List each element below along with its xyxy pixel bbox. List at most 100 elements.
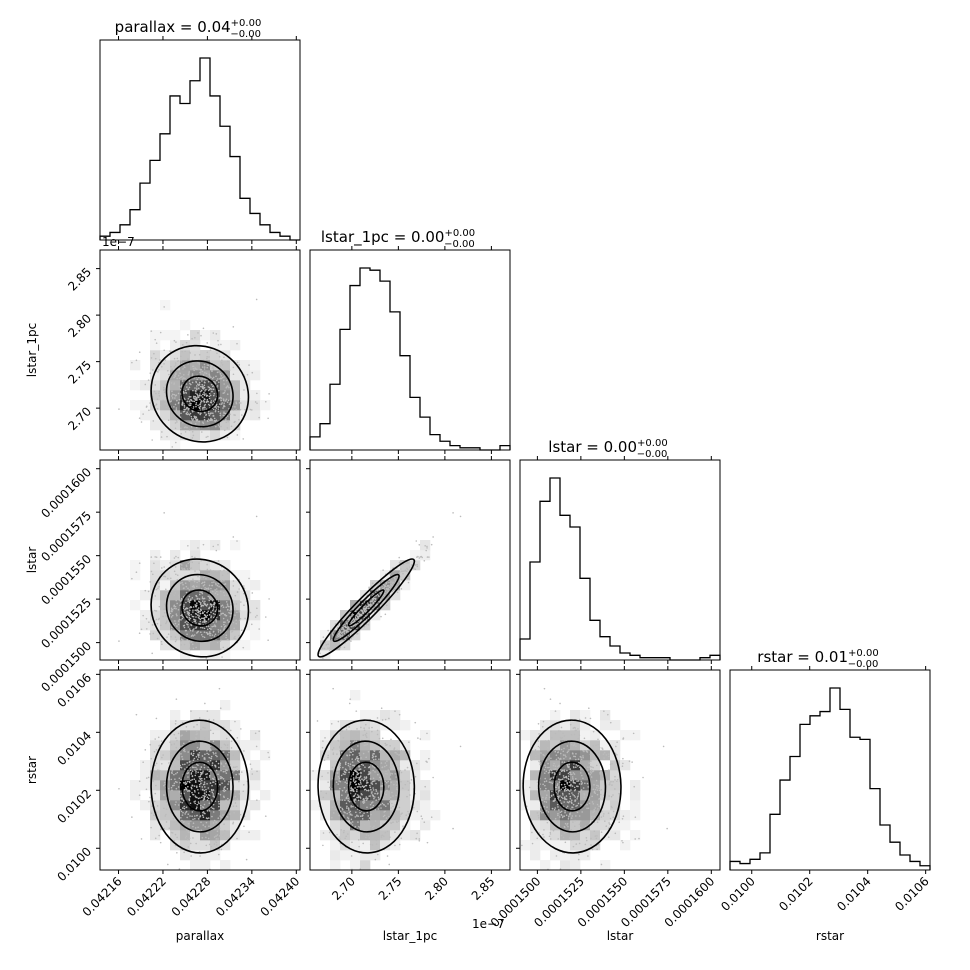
sample-point (364, 733, 367, 736)
sample-point (185, 810, 188, 813)
panel-lstar-vs-parallax (96, 456, 301, 664)
sample-point (612, 780, 614, 783)
sample-point (202, 543, 205, 546)
sample-point (337, 740, 340, 742)
sample-point (590, 837, 592, 840)
sample-point (352, 764, 354, 767)
sample-point (213, 836, 216, 838)
density-cell (240, 370, 251, 381)
sample-point (183, 851, 185, 854)
sample-point (209, 365, 212, 367)
sample-point (223, 429, 226, 432)
sample-point (538, 832, 541, 834)
sample-point (396, 780, 398, 783)
sample-point (232, 326, 235, 328)
sample-point (352, 780, 355, 782)
sample-point (171, 397, 174, 399)
y-tick-label: 2.80 (65, 311, 94, 340)
sample-point (199, 631, 202, 633)
sample-point (554, 817, 557, 820)
sample-point (347, 816, 349, 819)
sample-point (580, 803, 582, 806)
sample-point (544, 766, 547, 769)
sample-point (335, 799, 338, 801)
sample-point (194, 423, 197, 425)
sample-point (203, 368, 206, 370)
density-cell (420, 550, 431, 561)
sample-point (608, 783, 611, 786)
density-cell (150, 730, 161, 741)
density-cell (370, 740, 381, 751)
density-cell (580, 830, 591, 841)
sample-point (372, 597, 375, 600)
density-cell (390, 750, 401, 761)
sample-point (372, 804, 375, 807)
density-cell (420, 760, 431, 771)
sample-point (205, 631, 208, 634)
sample-point (223, 823, 225, 826)
sample-point (193, 726, 195, 728)
sample-point (179, 376, 182, 379)
density-cell (360, 760, 371, 771)
sample-point (213, 624, 216, 626)
sample-point (189, 567, 191, 570)
sample-point (170, 366, 172, 368)
sample-point (201, 786, 204, 788)
density-cell (580, 720, 591, 731)
sample-point (157, 736, 160, 739)
sample-point (207, 760, 209, 763)
sample-point (210, 376, 212, 379)
sample-point (574, 819, 576, 822)
density-cell (250, 630, 261, 641)
sample-point (200, 804, 202, 807)
sample-point (389, 836, 391, 838)
sample-point (217, 405, 219, 408)
sample-point (213, 417, 216, 420)
sample-point (186, 426, 188, 429)
sample-point (240, 414, 243, 416)
sample-point (359, 779, 362, 782)
density-cell (250, 610, 261, 621)
sample-point (332, 687, 334, 690)
sample-point (196, 426, 198, 429)
density-cell (560, 730, 571, 741)
sample-point (358, 613, 361, 615)
sample-point (381, 737, 384, 740)
sample-point (185, 585, 188, 588)
sample-point (195, 403, 197, 406)
sample-point (211, 390, 213, 393)
sample-point (229, 763, 231, 766)
sample-point (377, 773, 379, 776)
density-cell (340, 810, 351, 821)
sample-point (550, 795, 553, 797)
density-cell (330, 720, 341, 731)
density-cell (550, 710, 561, 721)
sample-point (194, 802, 196, 805)
sample-point (190, 422, 193, 424)
sample-point (199, 591, 201, 593)
sample-point (351, 625, 353, 628)
sample-point (341, 626, 344, 629)
sample-point (176, 625, 178, 627)
sample-point (337, 720, 340, 723)
sample-point (195, 756, 198, 758)
sample-point (358, 825, 360, 828)
density-cell (330, 820, 341, 831)
sample-point (199, 807, 202, 809)
sample-point (203, 627, 206, 630)
sample-point (569, 773, 571, 776)
sample-point (574, 796, 576, 798)
sample-point (230, 425, 233, 428)
sample-point (349, 741, 351, 744)
sample-point (195, 585, 198, 588)
sample-point (174, 778, 176, 780)
sample-point (614, 775, 616, 778)
density-cell (170, 570, 181, 581)
sample-point (165, 801, 168, 803)
sample-point (177, 765, 180, 768)
sample-point (384, 592, 386, 595)
sample-point (558, 778, 560, 780)
sample-point (198, 562, 200, 564)
sample-point (415, 540, 418, 542)
sample-point (206, 351, 209, 354)
